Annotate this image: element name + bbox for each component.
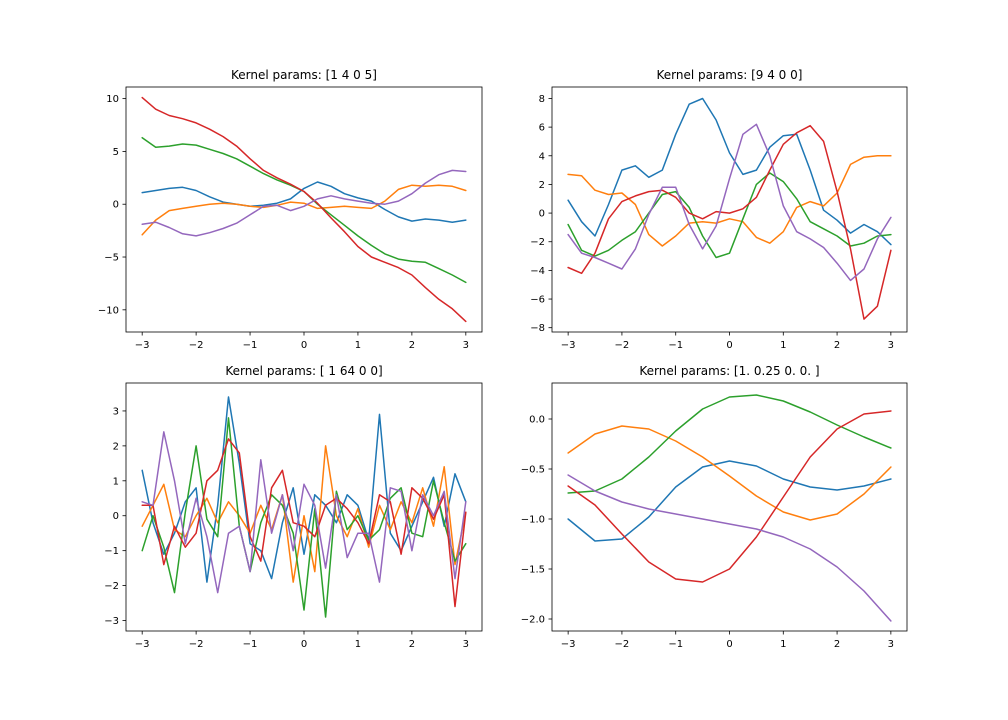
chart-title: Kernel params: [9 4 0 0] [657,68,803,82]
x-tick-label: −2 [615,639,630,650]
x-tick-label: 2 [834,639,840,650]
y-tick-label: −8 [530,323,545,334]
x-tick-label: 3 [463,340,469,351]
series-line-3 [567,394,892,494]
x-tick-label: −2 [615,340,630,351]
x-tick-label: −3 [135,639,150,650]
y-tick-label: −2 [530,237,545,248]
y-tick-label: 6 [539,123,545,134]
x-tick-label: −2 [189,340,204,351]
y-tick-label: 10 [106,94,119,105]
series-line-1 [141,396,467,583]
chart-title: Kernel params: [1. 0.25 0. 0. ] [639,364,819,378]
series-line-1 [567,97,892,246]
series-line-3 [141,417,467,618]
x-tick-label: 1 [780,639,786,650]
y-tick-label: −1 [104,546,119,557]
series-line-5 [141,169,467,237]
x-tick-label: −3 [561,639,576,650]
series-line-5 [141,431,467,594]
series-line-2 [141,445,467,583]
x-tick-label: −1 [243,639,258,650]
y-tick-label: 2 [539,180,545,191]
x-tick-label: 2 [409,639,415,650]
y-tick-label: 1 [113,476,119,487]
x-tick-label: 2 [834,340,840,351]
y-tick-label: −1.5 [521,565,545,576]
y-tick-label: 5 [113,147,119,158]
x-tick-label: 3 [888,340,894,351]
y-tick-label: 8 [539,94,545,105]
x-tick-label: −1 [668,340,683,351]
y-tick-label: −2 [104,581,119,592]
series-line-5 [567,474,892,622]
y-tick-label: 0 [539,209,545,220]
y-tick-label: −2.0 [521,615,545,626]
x-tick-label: −2 [189,639,204,650]
x-tick-label: 0 [301,340,307,351]
series-line-4 [141,438,467,608]
y-tick-label: 4 [539,151,545,162]
chart-title: Kernel params: [ 1 64 0 0] [225,364,382,378]
x-tick-label: 3 [463,639,469,650]
x-tick-label: −1 [668,639,683,650]
y-tick-label: 0 [113,200,119,211]
x-tick-label: 2 [409,340,415,351]
series-line-4 [567,124,892,320]
y-tick-label: −10 [98,305,119,316]
x-tick-label: 0 [726,639,732,650]
x-tick-label: 0 [726,340,732,351]
series-line-5 [567,123,892,282]
x-tick-label: −1 [243,340,258,351]
x-tick-label: 1 [355,340,361,351]
series-line-2 [567,425,892,521]
subplot-top-left: Kernel params: [1 4 0 5]−3 −2 −1 0 1 2 3−10−50… [98,68,483,351]
y-tick-label: −0.5 [521,465,545,476]
series-line-3 [567,172,892,259]
series-line-1 [141,181,467,223]
x-tick-label: −3 [561,340,576,351]
x-tick-label: 1 [780,340,786,351]
y-tick-label: 2 [113,441,119,452]
x-tick-label: 0 [301,639,307,650]
y-tick-label: 0 [113,511,119,522]
chart-title: Kernel params: [1 4 0 5] [231,68,377,82]
subplot-bottom-left: Kernel params: [ 1 64 0 0] −3 −2 −1 0 1 2 3 −3 −2… [104,364,483,650]
subplot-top-right: Kernel params: [9 4 0 0] −3 −2 −1 0 1 2 3 −8 −6 −4… [530,68,908,351]
y-tick-label: −4 [530,266,545,277]
x-tick-label: 1 [355,639,361,650]
y-tick-label: −5 [104,253,119,264]
y-tick-label: −1.0 [521,515,545,526]
series-line-1 [567,460,892,542]
series-line-4 [141,96,467,323]
y-tick-label: −6 [530,295,545,306]
series-line-4 [567,410,892,583]
x-tick-label: 3 [888,639,894,650]
y-tick-label: −3 [104,616,119,627]
y-tick-label: 0.0 [529,415,545,426]
subplot-bottom-right: Kernel params: [1. 0.25 0. 0. ] −3 −2 −1 0 1 2… [521,364,908,650]
x-tick-label: −3 [135,340,150,351]
series-line-2 [141,184,467,236]
y-tick-label: 3 [113,406,119,417]
